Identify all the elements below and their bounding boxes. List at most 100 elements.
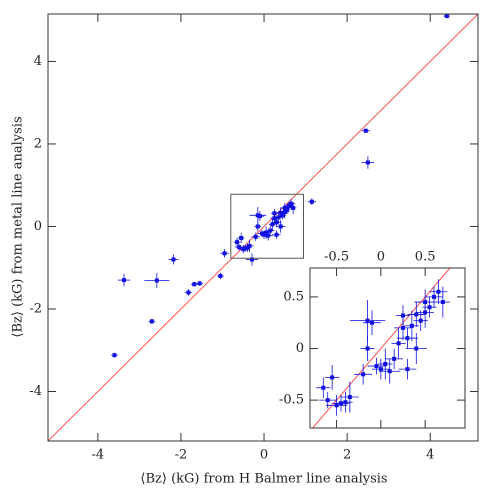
point xyxy=(112,353,117,358)
point xyxy=(249,257,254,262)
point xyxy=(237,245,242,250)
point xyxy=(262,232,267,237)
point xyxy=(405,367,410,372)
y-tick-label: -4 xyxy=(29,384,42,399)
identity-line xyxy=(312,268,451,428)
plot-area xyxy=(312,268,451,428)
point xyxy=(289,201,294,206)
point xyxy=(401,325,405,330)
point xyxy=(218,273,223,278)
point xyxy=(270,222,275,227)
x-tick-label: 0 xyxy=(377,250,385,265)
point xyxy=(361,372,366,377)
point xyxy=(392,356,397,361)
point xyxy=(325,398,330,403)
point xyxy=(247,243,252,248)
y-axis-label: ⟨Bz⟩ (kG) from metal line analysis xyxy=(11,116,26,337)
point xyxy=(280,213,285,218)
identity-line xyxy=(48,14,478,441)
point xyxy=(432,294,436,299)
point xyxy=(257,214,262,219)
point xyxy=(197,281,202,286)
y-tick-label: -2 xyxy=(29,301,42,316)
point xyxy=(272,211,277,216)
point xyxy=(365,160,370,165)
point xyxy=(241,247,246,252)
point xyxy=(309,199,314,204)
point xyxy=(186,290,191,295)
x-axis-label: ⟨Bz⟩ (kG) from H Balmer line analysis xyxy=(140,472,387,487)
point xyxy=(122,278,127,283)
point xyxy=(365,318,370,323)
point xyxy=(222,251,227,256)
point xyxy=(274,232,279,237)
point xyxy=(149,319,154,324)
point xyxy=(347,395,352,400)
point xyxy=(245,245,250,250)
point xyxy=(378,367,383,372)
point xyxy=(414,312,419,317)
point xyxy=(278,224,283,229)
point xyxy=(264,230,269,235)
point xyxy=(266,233,271,238)
point xyxy=(343,400,348,405)
point xyxy=(284,207,289,212)
point xyxy=(243,246,248,251)
zoom-box xyxy=(230,193,305,259)
y-tick-label: 2 xyxy=(34,136,42,151)
point xyxy=(171,257,176,262)
point xyxy=(387,369,392,374)
x-tick-label: 0 xyxy=(260,448,268,463)
point xyxy=(363,128,368,133)
x-tick-label: -0.5 xyxy=(324,250,349,265)
point xyxy=(253,234,258,239)
point xyxy=(282,205,287,210)
point xyxy=(255,224,260,229)
point xyxy=(278,210,283,215)
x-tick-label: -2 xyxy=(175,448,188,463)
point xyxy=(414,346,419,351)
point xyxy=(321,385,326,390)
point xyxy=(192,282,197,287)
y-tick-label: 0 xyxy=(296,341,304,356)
y-tick-label: 0.5 xyxy=(283,289,304,304)
point xyxy=(401,313,405,318)
point xyxy=(286,203,291,208)
point xyxy=(409,323,414,328)
plot-area xyxy=(48,14,478,441)
point xyxy=(370,320,374,325)
point xyxy=(291,205,296,210)
y-tick-label: 0 xyxy=(34,219,42,234)
point xyxy=(365,346,370,351)
point xyxy=(383,362,388,366)
y-tick-label: 4 xyxy=(34,54,42,69)
point xyxy=(334,403,339,408)
point xyxy=(268,228,273,233)
point xyxy=(235,240,240,245)
point xyxy=(339,401,343,406)
y-tick-label: -0.5 xyxy=(279,393,304,408)
x-tick-label: 0.5 xyxy=(415,250,436,265)
point xyxy=(274,220,279,225)
point xyxy=(418,318,423,323)
point xyxy=(154,278,159,283)
point xyxy=(440,300,445,305)
point xyxy=(444,14,449,19)
point xyxy=(239,236,244,241)
point xyxy=(276,215,281,220)
point xyxy=(330,375,335,380)
point xyxy=(436,289,441,294)
x-tick-label: 2 xyxy=(343,448,351,463)
point xyxy=(259,231,264,236)
point xyxy=(405,336,410,341)
point xyxy=(396,341,401,346)
point xyxy=(374,364,379,369)
x-tick-label: 4 xyxy=(426,448,434,463)
point xyxy=(272,216,277,221)
point xyxy=(423,300,428,305)
point xyxy=(255,213,260,218)
x-tick-label: -4 xyxy=(92,448,105,463)
axes-frame xyxy=(47,13,479,442)
point xyxy=(427,305,432,310)
